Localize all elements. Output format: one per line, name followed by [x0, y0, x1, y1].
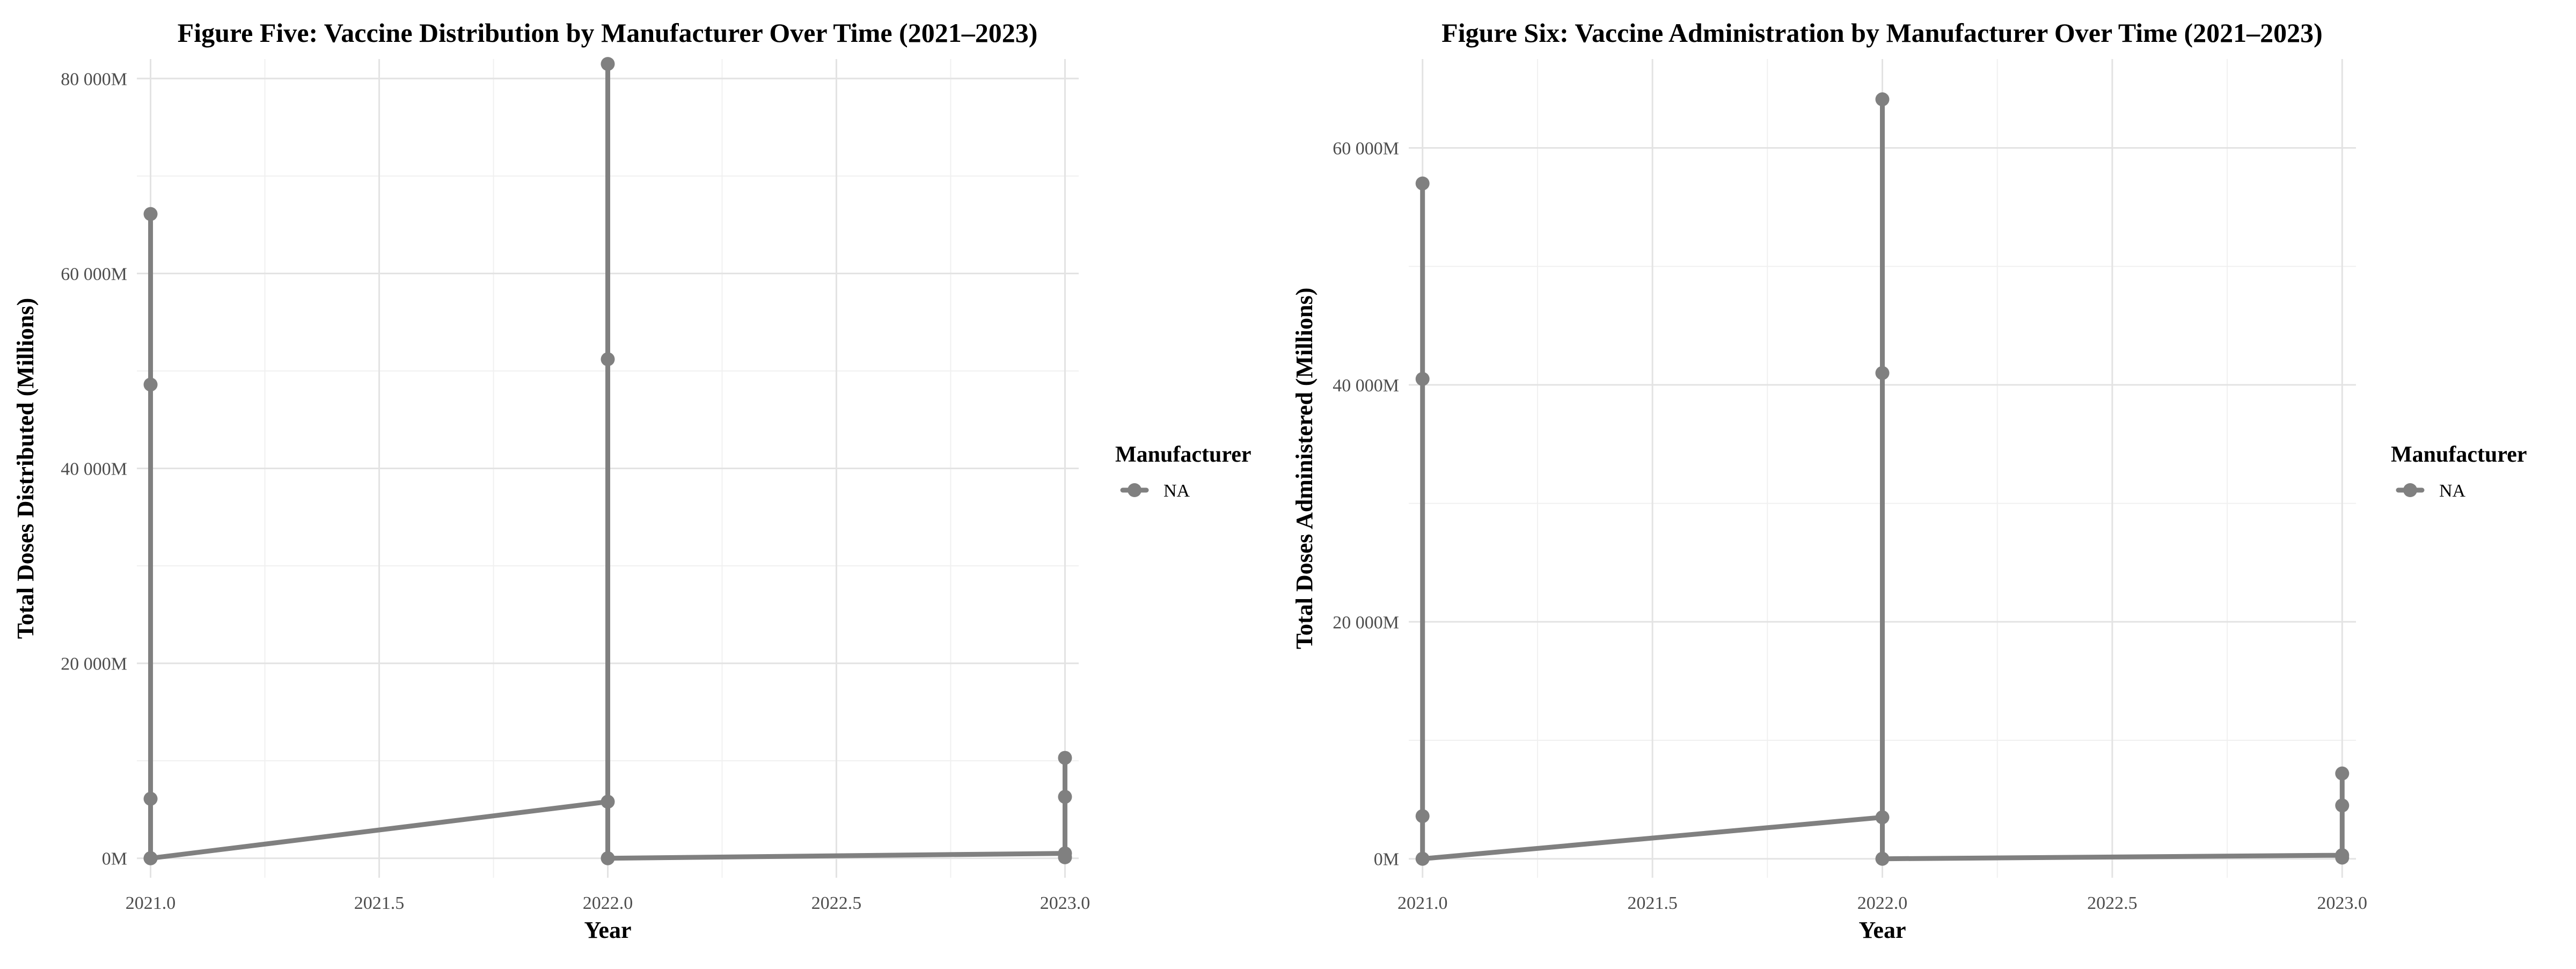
y-tick-label: 80 000M [61, 69, 127, 89]
data-point [2335, 798, 2350, 813]
x-tick-label: 2021.0 [1397, 893, 1448, 913]
data-point [601, 57, 615, 71]
data-point [1875, 92, 1890, 107]
data-point [143, 791, 158, 806]
data-point [143, 207, 158, 221]
y-axis-title: Total Doses Distributed (Millions) [12, 298, 39, 639]
data-point [1415, 851, 1430, 866]
data-point [601, 795, 615, 809]
x-tick-label: 2022.5 [2087, 893, 2138, 913]
x-tick-label: 2022.0 [583, 893, 633, 913]
x-tick-label: 2022.0 [1857, 893, 1908, 913]
y-tick-label: 40 000M [1333, 376, 1399, 396]
series-line [148, 61, 1067, 861]
chart-1: 2021.0 2021.5 2022.0 2022.5 2023.0 0M 20 000M 4… [12, 18, 1252, 943]
data-point [2335, 766, 2350, 781]
chart-title: Figure Six: Vaccine Administration by Ma… [1441, 18, 2323, 48]
chart-2: 2021.0 2021.5 2022.0 2022.5 2023.0 0M 20 000M 4… [1291, 18, 2527, 943]
x-axis-title: Year [1859, 917, 1906, 943]
data-point [1875, 366, 1890, 380]
y-tick-label: 60 000M [61, 264, 127, 284]
data-point [1058, 850, 1072, 864]
data-point [1415, 176, 1430, 191]
data-point [1875, 851, 1890, 866]
x-axis-title: Year [584, 917, 632, 943]
x-tick-label: 2022.5 [811, 893, 862, 913]
legend-title: Manufacturer [2391, 442, 2527, 467]
x-tick-label: 2021.5 [354, 893, 405, 913]
x-tick-label: 2021.5 [1627, 893, 1678, 913]
x-tick-label: 2021.0 [126, 893, 176, 913]
y-tick-label: 40 000M [61, 460, 127, 479]
data-point [1058, 751, 1072, 765]
data-point [2335, 850, 2350, 865]
y-tick-label: 0M [1374, 850, 1399, 870]
data-point [1875, 810, 1890, 825]
y-tick-label: 0M [102, 849, 127, 869]
series-line [1420, 97, 2345, 862]
legend-key-point [1128, 483, 1141, 497]
y-axis-title: Total Doses Administered (Millions) [1291, 288, 1318, 650]
legend-label: NA [1163, 481, 1190, 501]
y-tick-label: 60 000M [1333, 139, 1399, 159]
data-point [1058, 790, 1072, 804]
data-point [1415, 809, 1430, 824]
data-point [1415, 371, 1430, 386]
data-point [143, 377, 158, 392]
y-tick-label: 20 000M [1333, 613, 1399, 632]
legend-key-point [2403, 483, 2417, 497]
data-point [601, 851, 615, 865]
legend-label: NA [2439, 481, 2466, 501]
y-tick-label: 20 000M [61, 654, 127, 674]
chart-title: Figure Five: Vaccine Distribution by Man… [178, 18, 1038, 48]
x-tick-label: 2023.0 [1040, 893, 1091, 913]
data-point [143, 851, 158, 865]
legend-title: Manufacturer [1115, 442, 1252, 467]
data-point [601, 352, 615, 367]
x-tick-label: 2023.0 [2317, 893, 2368, 913]
